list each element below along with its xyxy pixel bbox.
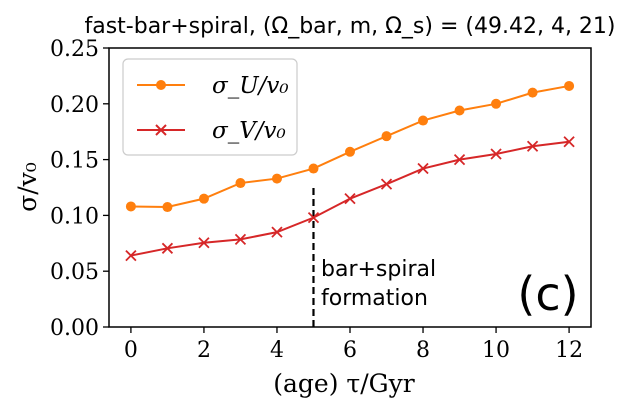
data-point-x [563, 136, 575, 148]
plot-frame [108, 47, 592, 328]
x-tick-label: 8 [416, 338, 430, 363]
series-layer [125, 80, 575, 262]
y-tick-label: 0.15 [50, 149, 99, 174]
legend-marker-sigma-v [155, 124, 167, 136]
data-point-circle [125, 201, 136, 212]
data-point-circle [198, 193, 209, 204]
legend-label-sigma-v: σ_V/v₀ [212, 118, 286, 144]
y-tick-label: 0.05 [50, 260, 99, 285]
x-tick-label: 2 [197, 338, 211, 363]
data-point-x [125, 249, 137, 262]
data-point-x [380, 178, 393, 190]
data-point-circle [271, 173, 282, 184]
data-point-circle [527, 87, 538, 98]
data-point-x [271, 226, 283, 238]
data-point-circle [381, 131, 392, 142]
data-point-x [490, 148, 502, 160]
x-tick-label: 6 [343, 338, 357, 363]
data-point-circle [345, 146, 355, 157]
data-point-circle [454, 105, 465, 116]
data-point-x [161, 242, 174, 254]
data-point-x [198, 237, 210, 249]
y-tick-label: 0.25 [50, 37, 99, 62]
data-point-x [453, 153, 466, 166]
y-tick-label: 0.00 [50, 316, 99, 341]
data-point-circle [308, 163, 319, 174]
data-point-circle [162, 202, 173, 213]
data-point-x [234, 233, 247, 246]
x-tick-label: 12 [555, 338, 583, 363]
axis-ticks: 0 2 4 6 8 10 12 0.00 0.05 0.10 0.15 0.20 0.25 [50, 37, 583, 363]
data-point-circle [491, 98, 502, 109]
data-point-circle [418, 115, 429, 126]
y-tick-label: 0.20 [50, 93, 99, 118]
legend-marker-sigma-u [156, 80, 166, 90]
x-tick-label: 0 [124, 338, 138, 363]
x-axis-label: (age) τ/Gyr [273, 369, 415, 398]
data-point-x [307, 211, 320, 224]
data-point-circle [235, 178, 246, 189]
y-tick-label: 0.10 [50, 204, 99, 229]
data-point-x [344, 193, 356, 205]
y-axis-label: σ/v₀ [13, 162, 42, 212]
x-tick-label: 10 [482, 338, 510, 363]
annotation-line-1: bar+spiral [321, 257, 436, 282]
data-point-circle [564, 80, 575, 91]
data-point-x [417, 162, 429, 175]
annotation-line-2: formation [321, 286, 428, 311]
panel-label: (c) [517, 267, 578, 321]
data-point-x [526, 140, 539, 152]
legend-label-sigma-u: σ_U/v₀ [212, 73, 289, 99]
legend: σ_U/v₀ σ_V/v₀ [122, 58, 298, 156]
chart-title: fast-bar+spiral, (Ω_bar, m, Ω_s) = (49.4… [84, 14, 615, 39]
x-tick-label: 4 [270, 338, 284, 363]
